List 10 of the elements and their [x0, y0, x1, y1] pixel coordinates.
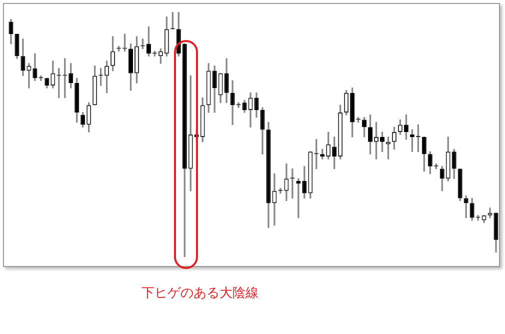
candlestick	[464, 195, 468, 218]
candlestick	[128, 44, 133, 91]
candlestick	[488, 208, 492, 218]
candlestick	[368, 114, 373, 154]
candlestick	[374, 122, 378, 160]
candlestick	[380, 132, 384, 152]
text: 下ヒゲのある大陰線	[140, 285, 260, 302]
candlestick	[134, 36, 139, 84]
candlestick	[272, 173, 277, 226]
candlestick	[26, 63, 32, 88]
